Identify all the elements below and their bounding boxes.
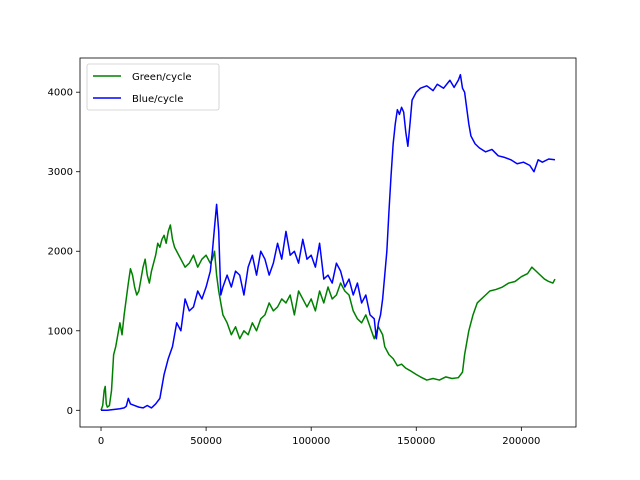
y-tick-label: 4000 <box>48 88 73 99</box>
x-tick-label: 200000 <box>502 436 540 447</box>
y-tick-label: 0 <box>67 406 73 417</box>
plot-frame <box>79 57 577 428</box>
x-tick-label: 50000 <box>190 436 222 447</box>
y-tick-label: 3000 <box>48 167 73 178</box>
legend-label: Green/cycle <box>132 72 192 83</box>
plot-area <box>100 73 556 412</box>
x-tick-label: 100000 <box>292 436 330 447</box>
x-tick-label: 150000 <box>397 436 435 447</box>
x-axis: 0 50000 100000 150000 200000 <box>98 427 540 447</box>
legend-label: Blue/cycle <box>132 94 183 105</box>
legend: Green/cycle Blue/cycle <box>86 63 220 111</box>
y-axis: 0 1000 2000 3000 4000 <box>48 88 80 417</box>
series-line-green-cycle <box>100 224 556 411</box>
y-tick-label: 1000 <box>48 326 73 337</box>
series-line-blue-cycle <box>101 73 556 412</box>
x-tick-label: 0 <box>98 436 104 447</box>
y-tick-label: 2000 <box>48 247 73 258</box>
